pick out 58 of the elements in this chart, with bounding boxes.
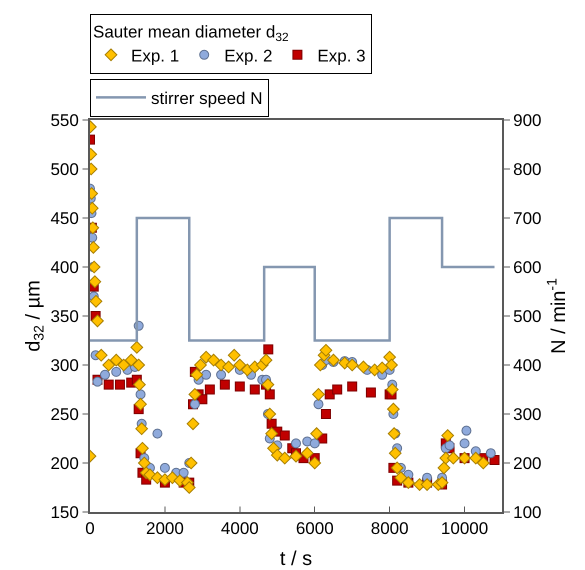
point <box>100 370 110 380</box>
point <box>347 382 358 392</box>
point <box>201 370 212 380</box>
x-tick-label: 0 <box>85 519 95 538</box>
y-tick-label: 200 <box>50 454 79 473</box>
point <box>220 380 230 390</box>
point <box>216 370 226 380</box>
point <box>320 409 331 419</box>
point <box>486 448 496 458</box>
y2-tick-label: 200 <box>513 454 542 473</box>
y2-tick-label: 600 <box>513 258 542 277</box>
point <box>111 366 122 377</box>
point <box>250 384 260 394</box>
point <box>332 384 342 394</box>
point <box>280 430 290 441</box>
y-tick-label: 400 <box>50 258 79 277</box>
x-tick-label: 2000 <box>146 519 184 538</box>
point <box>444 440 455 450</box>
point <box>114 380 125 390</box>
y-tick-label: 450 <box>50 208 79 228</box>
point <box>234 382 245 392</box>
x-tick-label: 8000 <box>370 519 409 538</box>
y-tick-label: 350 <box>50 306 79 326</box>
legend-label: Exp. 1 <box>131 46 180 66</box>
point <box>178 468 189 478</box>
point <box>366 387 376 398</box>
y2-tick-label: 700 <box>513 208 542 228</box>
legend-label: stirrer speed N <box>151 89 262 108</box>
y-tick-label: 550 <box>50 110 79 130</box>
y2-tick-label: 400 <box>513 356 542 375</box>
y2-tick-label: 300 <box>513 404 542 424</box>
y2-tick-label: 900 <box>513 110 542 130</box>
y2-tick-label: 800 <box>513 160 542 179</box>
point <box>263 344 274 354</box>
y-tick-label: 500 <box>50 160 79 179</box>
point <box>104 380 114 390</box>
x-tick-label: 10000 <box>440 519 488 538</box>
point <box>152 428 162 439</box>
legend-label: Exp. 3 <box>317 46 366 66</box>
y-tick-label: 150 <box>50 502 79 522</box>
point <box>461 426 472 436</box>
point <box>291 438 301 448</box>
point <box>160 462 170 473</box>
legend-title: Sauter mean diameter d$_{32}$ <box>93 22 290 44</box>
point <box>310 438 320 448</box>
point <box>204 384 215 394</box>
point <box>136 389 146 400</box>
point <box>460 438 470 448</box>
x-tick-label: 4000 <box>220 519 259 538</box>
y-tick-label: 250 <box>50 404 79 424</box>
x-axis-title: t / s <box>280 548 312 570</box>
x-tick-label: 6000 <box>296 519 334 538</box>
point <box>313 399 324 410</box>
point <box>264 389 275 400</box>
y2-tick-label: 500 <box>513 306 542 326</box>
y2-tick-label: 100 <box>513 502 542 522</box>
y-tick-label: 300 <box>50 356 79 375</box>
legend-label: Exp. 2 <box>224 46 272 66</box>
